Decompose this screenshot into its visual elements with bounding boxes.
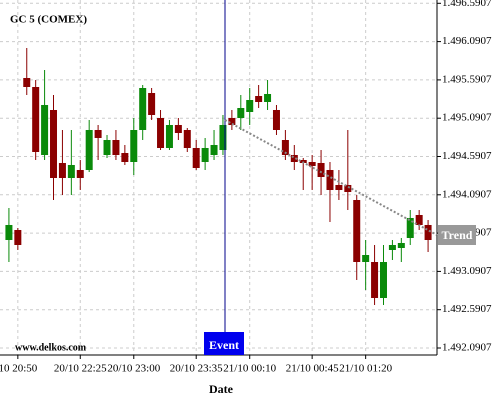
candle-body	[362, 254, 370, 263]
candle-body	[139, 87, 147, 130]
y-tick-label: 1.495.0907	[442, 112, 492, 124]
candle-body	[335, 184, 343, 190]
candle-body	[41, 104, 49, 155]
candle-body	[210, 144, 218, 155]
event-label: Event	[209, 338, 239, 352]
candle-body	[50, 109, 58, 178]
candle-body	[308, 162, 316, 166]
candle-body	[130, 129, 138, 163]
trend-label: Trend	[442, 228, 473, 242]
candle-body	[219, 125, 227, 150]
candle-body	[23, 77, 31, 87]
candle-body	[14, 229, 22, 245]
candle-body	[406, 217, 414, 238]
y-tick-label: 1.495.5907	[442, 73, 492, 85]
candle-body	[148, 92, 156, 115]
x-tick-label: 10 20:50	[0, 363, 38, 375]
candle-body	[397, 242, 405, 248]
x-axis-title: Date	[209, 382, 234, 396]
candle-body	[157, 117, 165, 148]
y-tick-label: 1.492.5907	[442, 303, 492, 315]
candle-body	[317, 162, 325, 177]
candle-body	[371, 262, 379, 298]
trend-box	[438, 225, 476, 245]
candle-body	[103, 140, 111, 155]
candle-body	[379, 262, 387, 298]
candle-body	[237, 107, 245, 118]
candle-body	[5, 224, 13, 241]
candle-body	[290, 154, 298, 163]
candle-body	[32, 86, 40, 152]
y-tick-label: 1.496.5907	[442, 0, 492, 9]
y-tick-label: 1.494.5907	[442, 150, 492, 162]
candle-body	[165, 125, 173, 148]
candle-body	[264, 93, 272, 102]
candle-body	[415, 214, 423, 225]
candle-body	[326, 169, 334, 190]
candle-body	[344, 184, 352, 192]
x-tick-label: 20/10 23:00	[107, 363, 160, 375]
candle-body	[228, 117, 236, 126]
candle-body	[67, 164, 75, 178]
candle-body	[388, 244, 396, 250]
y-tick-label: 1.494.0907	[442, 188, 492, 200]
x-tick-label: 21/10 00:45	[286, 363, 339, 375]
candle-body	[246, 99, 254, 112]
candle-body	[174, 125, 182, 133]
candle-body	[121, 152, 129, 163]
candle-body	[255, 95, 263, 102]
candle-body	[85, 129, 93, 170]
candle-body	[201, 147, 209, 163]
candle-body	[281, 140, 289, 155]
x-tick-label: 21/10 01:20	[339, 363, 392, 375]
event-box	[204, 332, 244, 355]
candle-body	[76, 169, 84, 178]
candle-body	[272, 109, 280, 130]
candle-body	[58, 162, 66, 178]
y-tick-label: 1.492.0907	[442, 342, 492, 354]
x-tick-label: 21/10 00:10	[223, 363, 276, 375]
watermark: www.delkos.com	[15, 342, 87, 353]
x-tick-label: 20/10 22:25	[54, 363, 107, 375]
candle-body	[424, 224, 432, 241]
y-tick-label: 1.493.0907	[442, 265, 492, 277]
candle-body	[94, 129, 102, 138]
chart-title: GC 5 (COMEX)	[10, 14, 87, 26]
y-tick-label: 1.496.0907	[442, 35, 492, 47]
x-tick-label: 20/10 23:35	[170, 363, 223, 375]
candle-body	[112, 140, 120, 155]
trend-line	[224, 119, 438, 236]
candle-body	[192, 147, 200, 168]
candle-body	[353, 200, 361, 263]
candle-body	[183, 129, 191, 148]
